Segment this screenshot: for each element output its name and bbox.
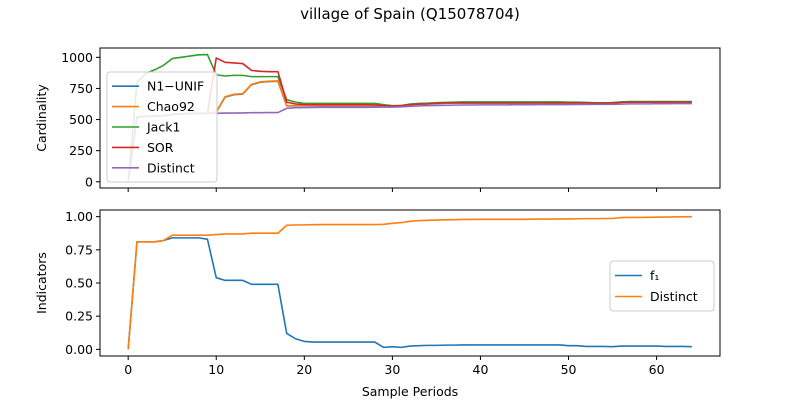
series-line xyxy=(127,215,692,350)
y-tick-label: 750 xyxy=(69,81,93,96)
y-tick-label: 250 xyxy=(69,143,93,158)
legend-box xyxy=(609,260,715,312)
y-tick-label: 1000 xyxy=(61,50,93,65)
axes-frame xyxy=(99,209,721,357)
series-line xyxy=(127,102,692,182)
x-tick-label: 50 xyxy=(561,362,577,377)
series-line xyxy=(127,237,692,350)
x-tick-label: 60 xyxy=(649,362,665,377)
x-tick-label: 20 xyxy=(296,362,312,377)
series-line xyxy=(127,57,692,182)
panel-1: 0 250 500 750 1000 Cardinality N1−UNIF Chao92 Ja… xyxy=(34,47,721,192)
axes-frame xyxy=(99,47,721,189)
figure-title: village of Spain (Q15078704) xyxy=(300,5,520,23)
legend-label: Chao92 xyxy=(147,99,195,114)
y-axis-title: Indicators xyxy=(34,252,49,314)
x-tick-label: 10 xyxy=(208,362,224,377)
y-tick-label: 1.00 xyxy=(65,209,93,224)
y-tick-label: 0.25 xyxy=(65,309,93,324)
x-tick-label: 30 xyxy=(384,362,400,377)
legend-box xyxy=(106,71,218,183)
y-tick-label: 0.50 xyxy=(65,276,93,291)
x-tick-label: 0 xyxy=(124,362,132,377)
x-tick-label: 40 xyxy=(473,362,489,377)
legend-label: SOR xyxy=(147,140,174,155)
legend-label: Distinct xyxy=(147,160,195,175)
panel-2: 0.00 0.25 0.50 0.75 1.00 0 10 20 30 40 50 60 Indicat… xyxy=(34,209,721,399)
legend: f₁ Distinct xyxy=(609,260,715,312)
legend-label: f₁ xyxy=(650,268,659,283)
y-tick-label: 0.00 xyxy=(65,342,93,357)
y-tick-label: 0 xyxy=(85,174,93,189)
y-tick-label: 0.75 xyxy=(65,242,93,257)
legend-label: N1−UNIF xyxy=(147,79,204,94)
legend: N1−UNIF Chao92 Jack1 SOR Distinct xyxy=(106,71,218,183)
legend-label: Distinct xyxy=(650,289,698,304)
y-axis-title: Cardinality xyxy=(34,84,49,152)
y-tick-label: 500 xyxy=(69,112,93,127)
legend-label: Jack1 xyxy=(146,120,180,135)
x-axis-title: Sample Periods xyxy=(362,384,458,399)
